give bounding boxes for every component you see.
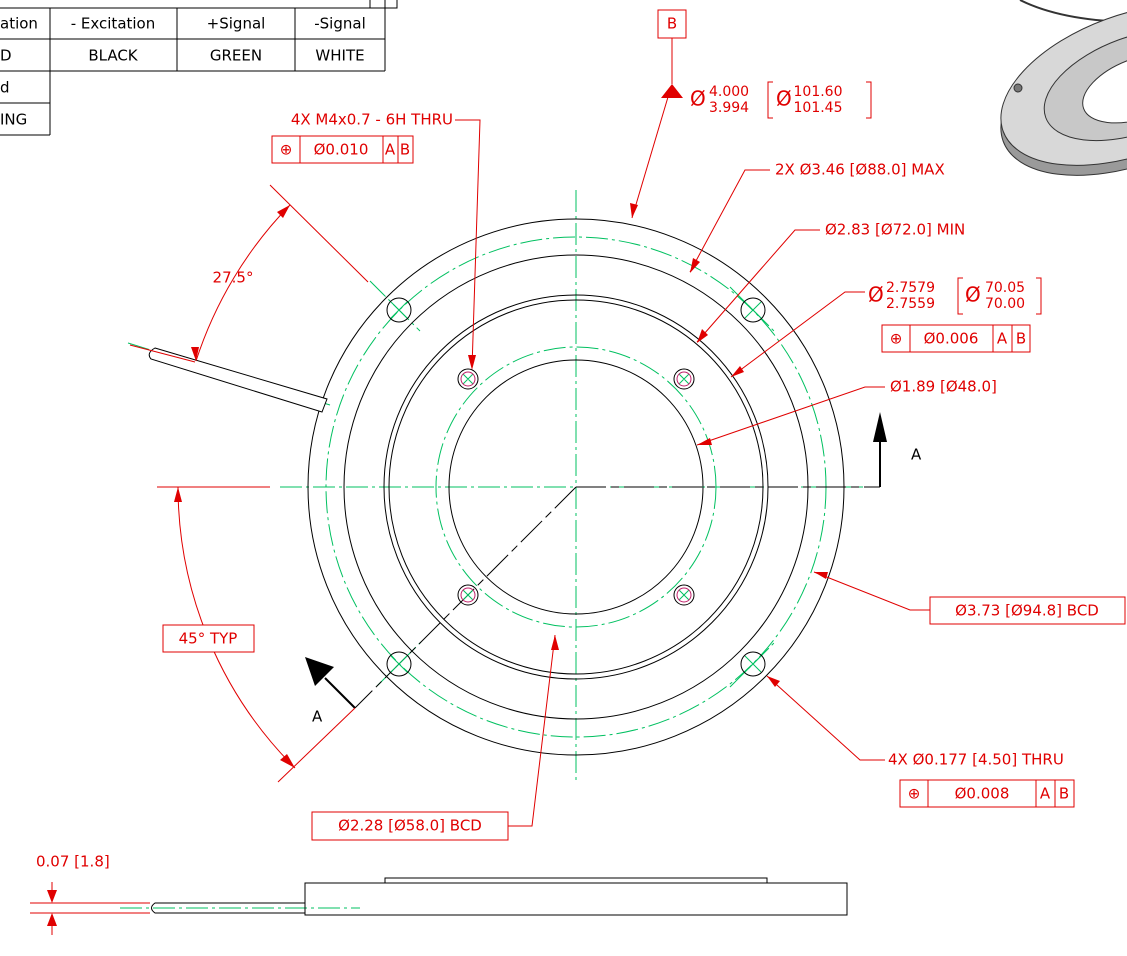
dimension-text-text: Ø0.006 (924, 330, 979, 348)
body: ation - Excitation +Signal -Signal D BLA… (0, 0, 1127, 956)
dimension-text-text: Ø1.89 [Ø48.0] (890, 378, 997, 396)
arrowheads-path (551, 635, 559, 650)
dimension-text-text: Ø (965, 283, 981, 307)
table-text-text: WHITE (315, 47, 364, 65)
table-text-text: BLACK (88, 47, 138, 65)
dimension-text-text: A (997, 330, 1008, 348)
arrowheads-path (47, 890, 57, 903)
table-text-text: D (0, 47, 12, 65)
arrowheads-path (661, 84, 683, 98)
arrowheads-path (174, 487, 182, 502)
table-text-text: d (0, 79, 10, 97)
arrowheads-path (731, 366, 744, 377)
dimension-text-text: A (1040, 785, 1051, 803)
dimension-text-text: B (1016, 330, 1026, 348)
part-outline (149, 219, 880, 915)
dimension-lines-path (632, 97, 668, 218)
arrowheads-path (630, 203, 638, 218)
part-outline-rect (385, 878, 767, 883)
dimension-text-text: Ø (868, 283, 884, 307)
table-text-text: ING (0, 111, 27, 129)
iso-view (979, 0, 1127, 207)
table-text-text: - Excitation (71, 15, 156, 33)
dimension-text-text: B (1059, 785, 1069, 803)
dimension-texts: B Ø 4.000 3.994 Ø 101.60 101.45 4X M4x0.… (36, 10, 1125, 871)
dimension-lines-path (697, 387, 885, 445)
dimension-text-text: 101.45 (794, 100, 843, 116)
dimension-text-text: 2.7559 (886, 296, 935, 312)
section-arrow-text: A (312, 708, 323, 726)
dimension-text-text: 2X Ø3.46 [Ø88.0] MAX (775, 161, 945, 179)
table-text-text: -Signal (314, 15, 366, 33)
section-arrows-line (325, 678, 355, 708)
arrowheads-path (690, 258, 700, 273)
section-arrows-path (873, 412, 887, 442)
section-arrow-text: A (911, 446, 922, 464)
arrowheads-path (697, 438, 712, 445)
dimension-text-text: Ø2.83 [Ø72.0] MIN (825, 221, 965, 239)
dimension-text-text: 3.994 (709, 100, 749, 116)
drawing: ation - Excitation +Signal -Signal D BLA… (0, 0, 1127, 956)
dimension-text-text: Ø3.73 [Ø94.8] BCD (955, 602, 1099, 620)
wire-table-rect (370, 0, 397, 8)
arrowheads-path (277, 205, 290, 218)
arrowheads (47, 84, 828, 926)
dimension-text-text: 70.00 (985, 296, 1025, 312)
part-outline-path (149, 348, 327, 412)
dimension-text-text: 2.7579 (886, 280, 935, 296)
dimension-text-text: 45° TYP (179, 630, 238, 648)
part-outline-rect (305, 883, 847, 915)
dimension-text-text: Ø2.28 [Ø58.0] BCD (338, 817, 482, 835)
dimension-text-text: ⊕ (280, 141, 293, 159)
dimension-text-text: ⊕ (890, 330, 903, 348)
dimension-text-text: B (400, 141, 410, 159)
arrowheads-path (468, 355, 476, 370)
arrowheads-path (280, 754, 295, 768)
section-arrows: A A (305, 412, 922, 726)
iso-view-circle (1014, 84, 1022, 92)
dimension-text-text: 4X Ø0.177 [4.50] THRU (888, 751, 1064, 769)
table-text-text: ation (0, 15, 38, 33)
dimension-text-text: 0.07 [1.8] (36, 853, 110, 871)
dimension-lines-path (690, 170, 770, 272)
dimension-text-text: B (667, 15, 677, 33)
dimension-text-text: Ø0.010 (314, 141, 369, 159)
page: Drawing {"table":{"rows":[["ation","- Ex… (0, 0, 1127, 956)
dimension-text-text: 4.000 (709, 84, 749, 100)
arrowheads-path (814, 572, 828, 579)
dimension-text-text: Ø (690, 87, 706, 111)
dimension-text-text: 4X M4x0.7 - 6H THRU (291, 111, 453, 129)
dimension-text-text: ⊕ (908, 785, 921, 803)
dimension-text-text: Ø (776, 87, 792, 111)
dimension-text-text: A (385, 141, 396, 159)
dimension-text-text: 101.60 (794, 84, 843, 100)
dimension-lines-path (767, 676, 885, 760)
table-text-text: +Signal (207, 15, 266, 33)
dimension-lines-path (814, 572, 930, 610)
dimension-lines-path (697, 230, 820, 342)
dimension-lines-path (270, 185, 368, 282)
table-text-text: GREEN (210, 47, 262, 65)
dimension-lines-path (455, 120, 480, 368)
dimension-text-text: 70.05 (985, 280, 1025, 296)
dimension-text-text: Ø0.008 (955, 785, 1010, 803)
arrowheads-path (47, 913, 57, 926)
dimension-text-text: 27.5° (213, 269, 254, 287)
